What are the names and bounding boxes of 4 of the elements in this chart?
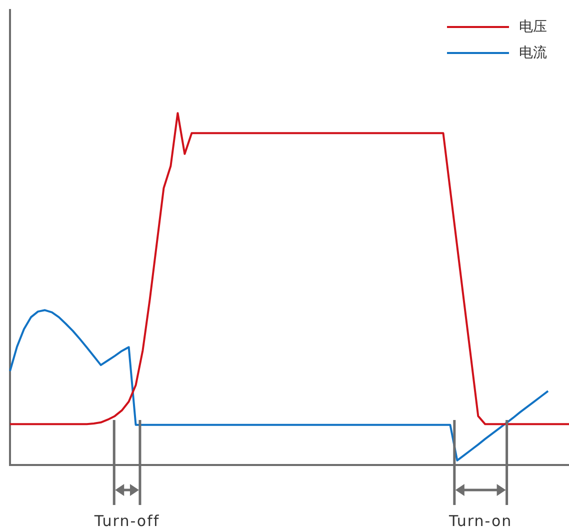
text: Turn-off <box>94 512 160 530</box>
legend-label: 电压 <box>519 18 547 36</box>
legend-label: 电流 <box>519 44 547 62</box>
text: Turn-on <box>449 512 512 530</box>
